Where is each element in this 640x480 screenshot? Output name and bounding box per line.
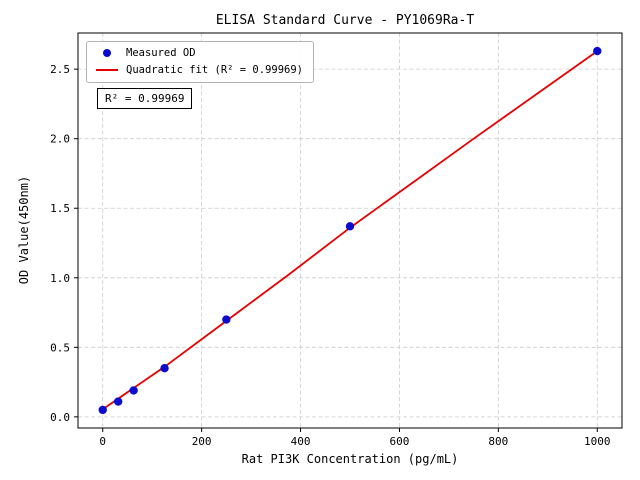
data-point [113,397,123,406]
data-point [345,222,355,231]
data-point [129,386,138,395]
legend-item-quadratic-fit: Quadratic fit (R² = 0.99969) [96,64,303,76]
data-point [593,46,602,56]
line-marker-icon [96,69,118,71]
data-point [98,405,107,415]
y-tick-label: 0.5 [50,341,70,354]
x-tick-label: 600 [390,435,410,448]
legend-label-quadratic-fit: Quadratic fit (R² = 0.99969) [126,64,304,76]
y-tick-label: 1.0 [50,272,70,285]
x-tick-label: 400 [291,435,311,448]
y-tick-label: 2.5 [50,63,70,76]
y-tick-label: 1.5 [50,202,70,215]
r-squared-annotation: R² = 0.99969 [97,88,193,109]
chart-title: ELISA Standard Curve - PY1069Ra-T [215,13,475,28]
x-tick-label: 0 [99,435,106,448]
y-tick-label: 2.0 [50,133,70,146]
x-tick-label: 800 [488,435,508,448]
x-tick-label: 200 [192,435,212,448]
data-point [222,315,231,324]
y-axis-label: OD Value(450nm) [17,175,31,285]
x-tick-label: 1000 [584,435,611,448]
legend-label-measured-od: Measured OD [126,47,196,59]
scatter-marker-icon [103,49,111,57]
plot-border [77,32,623,429]
data-point [160,363,169,373]
x-axis-label: Rat PI3K Concentration (pg/mL) [241,452,459,466]
legend-item-measured-od: Measured OD [96,47,303,59]
legend: Measured OD Quadratic fit (R² = 0.99969) [86,41,315,83]
y-tick-label: 0.0 [50,411,70,424]
